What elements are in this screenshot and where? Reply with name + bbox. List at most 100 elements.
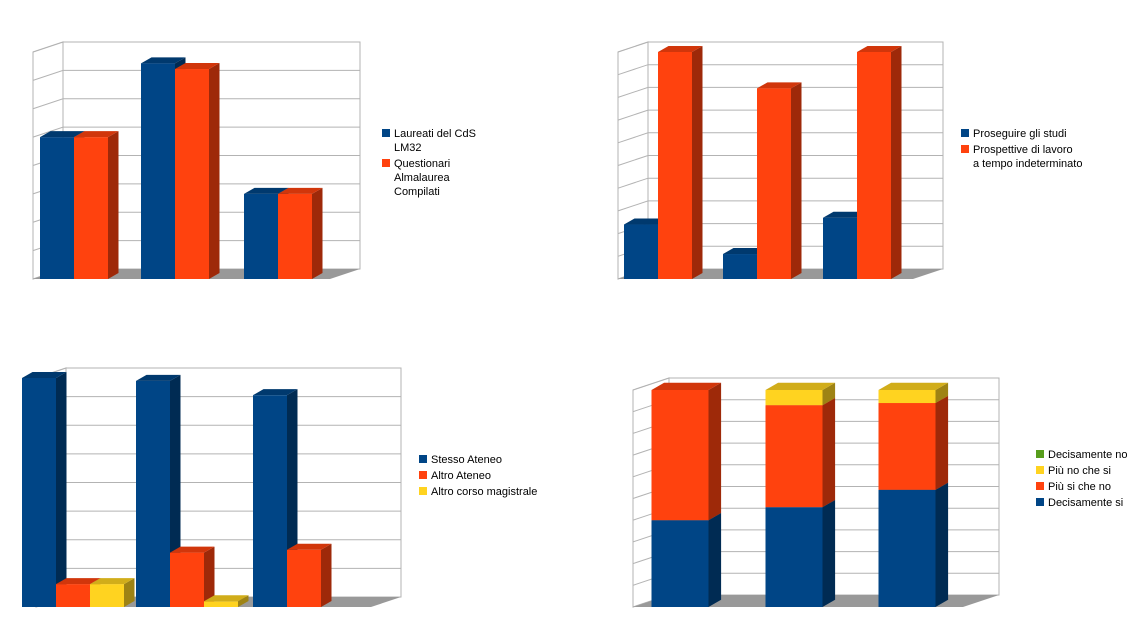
bar-side: [822, 382, 836, 406]
legend-swatch: [1036, 482, 1044, 490]
legend-entry: Decisamente no: [1036, 449, 1128, 461]
bar-1-2017: [878, 482, 949, 607]
bar-side: [108, 131, 119, 279]
legend-swatch: [1036, 498, 1044, 506]
bar-side: [935, 482, 949, 607]
bar-2-2015: [74, 131, 119, 279]
bar-top: [175, 63, 220, 70]
bar-front: [857, 52, 891, 279]
gridline: [32, 69, 360, 81]
legend-swatch: [382, 159, 390, 167]
legend-entry: Più no che si: [1036, 465, 1111, 477]
legend-entry: Laureati del CdS LM32: [382, 128, 476, 154]
bar-3-2016: [204, 595, 249, 607]
legend-swatch: [419, 455, 427, 463]
gridline: [632, 377, 999, 391]
bar-top: [90, 578, 135, 585]
gridline: [32, 126, 360, 138]
bar-front: [90, 584, 124, 607]
bar-front: [175, 69, 209, 280]
bar-1-2016: [765, 499, 836, 607]
gridline: [32, 98, 360, 110]
gridline: [32, 41, 360, 53]
bar-front: [723, 254, 757, 279]
bar-front: [40, 137, 74, 279]
bar-2-2015: [658, 46, 703, 279]
bar-top: [723, 248, 768, 255]
bar-2-2016: [765, 397, 836, 508]
bar-front: [253, 395, 287, 607]
bar-front: [757, 88, 791, 279]
bar-top: [244, 187, 289, 194]
bar-top: [253, 389, 298, 396]
bar-top: [287, 543, 332, 550]
legend-label: Decisamente no: [1048, 449, 1128, 461]
gridline: [617, 109, 943, 121]
gridline: [617, 86, 943, 98]
chart-1: Laureati del CdS LM32 Questionari Almalaure…: [32, 41, 476, 280]
bar-front: [244, 193, 278, 279]
legend-entry: Altro Ateneo: [419, 470, 491, 482]
bar-front: [878, 489, 936, 607]
bar-front: [765, 390, 823, 406]
bar-side: [312, 187, 323, 279]
bar-top: [22, 372, 67, 378]
bar-top: [170, 546, 215, 553]
legend-entry: Decisamente si: [1036, 497, 1123, 509]
legend-swatch: [1036, 466, 1044, 474]
bar-side: [822, 397, 836, 508]
legend-entry: Proseguire gli studi: [961, 128, 1067, 140]
legend-entry: Stesso Ateneo: [419, 454, 502, 466]
bar-2-2015: [651, 382, 722, 521]
bar-2-2017: [287, 543, 332, 607]
legend-entry: Questionari Almalaurea Compilati: [382, 158, 451, 198]
bar-top: [141, 57, 186, 64]
bar-front: [878, 390, 936, 404]
bar-front: [22, 378, 56, 607]
bar-top: [765, 382, 836, 390]
bar-1-2017: [253, 389, 298, 607]
bar-3-2016: [765, 382, 836, 406]
bar-side: [708, 382, 722, 521]
bar-front: [823, 217, 857, 279]
bar-2-2017: [278, 187, 323, 279]
chart-2: Proseguire gli studi Prospettive di lavor…: [617, 41, 1082, 280]
legend-entry: Altro corso magistrale: [419, 486, 537, 498]
bar-side: [891, 46, 902, 279]
bar-front: [204, 601, 238, 607]
bar-2-2016: [175, 63, 220, 280]
legend-swatch: [961, 129, 969, 137]
legend-label: Più no che si: [1048, 465, 1111, 477]
bar-side: [321, 543, 332, 607]
legend-swatch: [419, 487, 427, 495]
bar-side: [935, 395, 949, 490]
bar-top: [74, 131, 119, 138]
legend-label: Altro corso magistrale: [431, 486, 537, 498]
bar-front: [765, 507, 823, 607]
bar-side: [822, 499, 836, 607]
bar-front: [56, 584, 90, 607]
bar-side: [692, 46, 703, 279]
legend-label: Proseguire gli studi: [973, 128, 1067, 140]
gridline: [617, 41, 943, 53]
bar-1-2015: [22, 372, 67, 607]
chart-4: Decisamente no Più no che si Più si che no…: [632, 377, 1128, 608]
legend-label: Prospettive di lavoro a tempo indetermina…: [973, 144, 1082, 170]
bar-front: [278, 193, 312, 279]
legend-label: Stesso Ateneo: [431, 454, 502, 466]
bar-top: [823, 211, 868, 218]
legend-swatch: [382, 129, 390, 137]
bar-top: [40, 131, 85, 138]
bar-top: [857, 46, 902, 52]
bar-top: [624, 218, 669, 225]
bar-front: [651, 390, 709, 521]
bar-3-2015: [90, 578, 135, 607]
bar-top: [651, 382, 722, 390]
legend-label: Decisamente si: [1048, 497, 1123, 509]
bar-side: [708, 513, 722, 607]
bar-2-2017: [857, 46, 902, 279]
bar-front: [765, 405, 823, 508]
bar-front: [651, 520, 709, 607]
legend-entry: Prospettive di lavoro a tempo indetermina…: [961, 144, 1082, 170]
